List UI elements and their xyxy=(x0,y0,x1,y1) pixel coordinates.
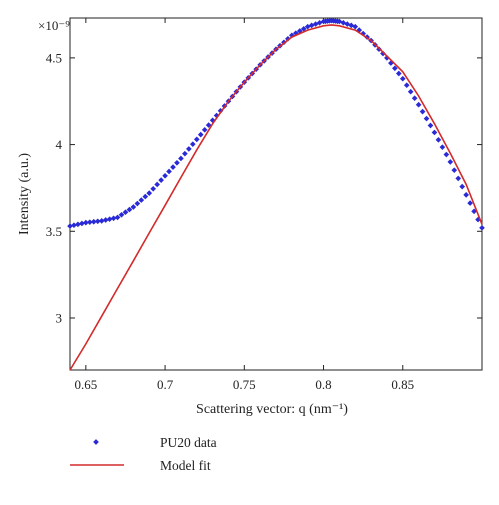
y-tick-label: 3 xyxy=(56,310,63,325)
x-tick-label: 0.8 xyxy=(315,377,331,392)
data-point-pu20-interp xyxy=(435,136,442,143)
data-point-pu20-interp xyxy=(86,219,93,226)
x-tick-label: 0.65 xyxy=(74,377,97,392)
x-axis-label: Scattering vector: q (nm⁻¹) xyxy=(196,402,348,417)
data-point-pu20 xyxy=(193,136,200,143)
data-point-pu20 xyxy=(83,219,89,226)
data-point-pu20-interp xyxy=(395,70,402,77)
series-layer xyxy=(67,17,485,371)
data-point-pu20 xyxy=(67,223,73,229)
data-point-pu20-interp xyxy=(459,183,466,190)
data-point-pu20-interp xyxy=(110,215,117,222)
data-point-pu20-interp xyxy=(182,150,188,157)
data-point-pu20-interp xyxy=(427,122,434,129)
data-point-pu20 xyxy=(146,190,153,196)
data-point-pu20-interp xyxy=(71,222,77,229)
y-tick-label: 4 xyxy=(56,137,63,152)
x-tick-label: 0.7 xyxy=(157,377,174,392)
data-point-pu20-interp xyxy=(138,197,145,203)
data-point-pu20-interp xyxy=(439,144,446,151)
y-tick-label: 4.5 xyxy=(46,50,62,65)
data-point-pu20 xyxy=(463,192,469,198)
data-point-pu20 xyxy=(98,218,105,224)
data-point-pu20-interp xyxy=(126,206,133,213)
data-point-pu20 xyxy=(447,159,454,165)
data-point-pu20-interp xyxy=(189,141,196,147)
data-point-pu20-interp xyxy=(443,151,450,158)
data-point-pu20-interp xyxy=(122,209,129,216)
legend-label-model: Model fit xyxy=(160,458,211,473)
data-point-pu20-interp xyxy=(170,164,176,170)
data-point-pu20-interp xyxy=(197,131,204,138)
y-axis-label: Intensity (a.u.) xyxy=(17,153,32,235)
data-point-pu20-interp xyxy=(201,127,208,133)
data-point-pu20-interp xyxy=(75,221,81,228)
data-point-pu20 xyxy=(399,75,406,82)
x-tick-label: 0.75 xyxy=(233,377,256,392)
data-point-pu20-interp xyxy=(403,82,410,89)
data-point-pu20-interp xyxy=(142,193,149,200)
data-point-pu20-interp xyxy=(411,95,418,102)
data-point-pu20-interp xyxy=(392,65,398,72)
data-point-pu20-interp xyxy=(174,159,180,166)
legend-label-pu20: PU20 data xyxy=(160,435,217,450)
data-point-pu20 xyxy=(114,214,121,221)
y-axis-ticks: 3 3.5 4 4.5 xyxy=(46,50,482,325)
data-point-pu20 xyxy=(162,172,168,179)
data-point-pu20 xyxy=(130,204,137,210)
y-tick-label: 3.5 xyxy=(46,224,62,239)
data-point-pu20-interp xyxy=(90,218,97,225)
data-point-pu20-interp xyxy=(150,185,157,192)
data-point-pu20-interp xyxy=(455,175,462,182)
data-point-pu20-interp xyxy=(423,115,430,122)
data-point-pu20-interp xyxy=(467,200,473,206)
data-point-pu20-interp xyxy=(166,168,172,175)
data-point-pu20 xyxy=(178,155,184,162)
data-point-pu20-interp xyxy=(407,88,414,95)
data-point-pu20-interp xyxy=(300,26,307,32)
x-axis-ticks: 0.65 0.7 0.75 0.8 0.85 xyxy=(74,18,414,392)
x-tick-label: 0.85 xyxy=(391,377,414,392)
data-point-pu20 xyxy=(352,23,359,30)
series-line-model-fit xyxy=(69,24,483,371)
data-point-pu20 xyxy=(415,101,422,108)
data-point-pu20-interp xyxy=(419,108,426,115)
legend-marker-pu20 xyxy=(93,439,99,445)
data-point-pu20-interp xyxy=(154,181,160,188)
data-point-pu20-interp xyxy=(79,220,85,227)
y-multiplier-label: ×10⁻⁹ xyxy=(38,18,70,33)
data-point-pu20-interp xyxy=(106,216,113,222)
data-point-pu20-interp xyxy=(186,146,192,152)
data-point-pu20-interp xyxy=(134,200,141,207)
data-point-pu20 xyxy=(431,129,438,136)
legend: PU20 data Model fit xyxy=(70,435,217,473)
data-point-pu20 xyxy=(479,224,485,231)
data-point-pu20-interp xyxy=(102,217,109,223)
plot-frame xyxy=(69,17,483,371)
data-point-pu20-interp xyxy=(158,177,164,183)
data-point-pu20-interp xyxy=(94,218,101,225)
data-point-pu20-interp xyxy=(451,167,458,173)
data-point-pu20-interp xyxy=(118,211,125,218)
